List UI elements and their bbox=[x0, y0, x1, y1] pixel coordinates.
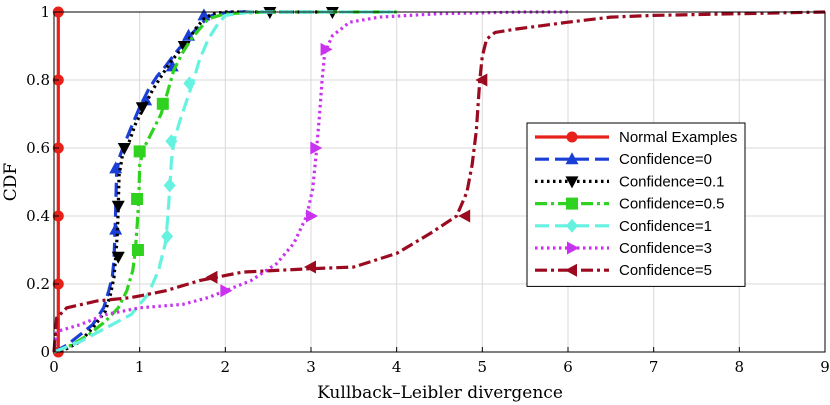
data-point-confidence-0-1 bbox=[135, 102, 149, 115]
data-point-confidence-0-1 bbox=[111, 251, 125, 264]
data-point-confidence-0-5 bbox=[156, 97, 169, 110]
y-tick-label: 0.6 bbox=[26, 139, 50, 157]
legend-marker bbox=[565, 152, 579, 165]
legend-marker bbox=[566, 197, 578, 210]
series-confidence-0-1 bbox=[53, 7, 339, 354]
legend-item-confidence-0-5: Confidence=0.5 bbox=[535, 196, 725, 213]
x-tick-label: 9 bbox=[820, 358, 830, 376]
legend-marker bbox=[566, 218, 578, 233]
legend-marker bbox=[565, 263, 577, 277]
data-point-confidence-3 bbox=[306, 209, 318, 223]
y-tick-label: 1 bbox=[40, 3, 50, 21]
legend-label: Confidence=0.1 bbox=[619, 173, 725, 190]
y-tick-label: 0.4 bbox=[26, 207, 50, 225]
legend-item-confidence-0: Confidence=0 bbox=[535, 151, 712, 168]
legend-item-normal-examples: Normal Examples bbox=[535, 129, 737, 146]
data-point-confidence-5 bbox=[205, 270, 218, 284]
series-confidence-5 bbox=[52, 10, 826, 353]
data-point-confidence-5 bbox=[458, 209, 471, 223]
series-confidence-1 bbox=[53, 10, 397, 354]
data-point-confidence-1 bbox=[161, 229, 174, 244]
legend-label: Confidence=0.5 bbox=[619, 196, 725, 213]
y-axis-title: CDF bbox=[1, 163, 21, 202]
data-point-confidence-5 bbox=[475, 73, 488, 87]
legend-marker bbox=[566, 131, 578, 143]
x-tick-label: 5 bbox=[478, 358, 488, 376]
data-point-confidence-0 bbox=[197, 8, 211, 21]
y-tick-label: 0.2 bbox=[26, 275, 50, 293]
series-line-confidence-0-5 bbox=[53, 10, 397, 354]
x-tick-label: 0 bbox=[49, 358, 59, 376]
data-point-confidence-1 bbox=[165, 134, 178, 149]
legend-label: Confidence=1 bbox=[619, 218, 712, 235]
data-point-confidence-5 bbox=[304, 260, 316, 274]
y-tick-label: 0.8 bbox=[26, 71, 50, 89]
legend-item-confidence-1: Confidence=1 bbox=[535, 218, 712, 235]
y-tick-label: 0 bbox=[40, 343, 50, 361]
x-tick-label: 3 bbox=[306, 358, 316, 376]
x-tick-label: 6 bbox=[563, 358, 573, 376]
series-line-confidence-5 bbox=[52, 10, 826, 353]
legend-item-confidence-5: Confidence=5 bbox=[535, 262, 712, 279]
data-point-confidence-0-1 bbox=[111, 200, 125, 213]
series-confidence-0-5 bbox=[53, 10, 397, 354]
data-point-confidence-3 bbox=[320, 42, 333, 56]
data-point-confidence-0-5 bbox=[131, 244, 144, 256]
data-point-confidence-0 bbox=[109, 161, 123, 174]
data-point-confidence-1 bbox=[163, 178, 176, 193]
legend-marker bbox=[567, 241, 579, 255]
x-axis-title: Kullback–Leibler divergence bbox=[317, 383, 563, 403]
data-point-confidence-1 bbox=[183, 76, 196, 91]
series-confidence-3 bbox=[52, 10, 568, 353]
legend-marker bbox=[565, 176, 579, 189]
series-layer bbox=[52, 6, 826, 358]
data-point-confidence-0-1 bbox=[117, 143, 131, 155]
legend-item-confidence-3: Confidence=3 bbox=[535, 240, 712, 257]
data-point-confidence-3 bbox=[220, 284, 233, 298]
legend: Normal Examples Confidence=0 Confidence=0.… bbox=[526, 122, 746, 287]
x-tick-label: 2 bbox=[221, 358, 231, 376]
data-point-confidence-0 bbox=[109, 222, 123, 235]
plot-frame bbox=[53, 11, 826, 353]
x-tick-label: 7 bbox=[649, 358, 659, 376]
x-tick-label: 4 bbox=[392, 358, 402, 376]
x-tick-label: 8 bbox=[735, 358, 745, 376]
legend-label: Confidence=3 bbox=[619, 240, 712, 257]
legend-label: Confidence=0 bbox=[619, 151, 712, 168]
data-point-confidence-3 bbox=[310, 141, 323, 155]
legend-label: Confidence=5 bbox=[619, 262, 712, 279]
tick-labels: 0 1 2 3 4 5 6 7 8 9 0 0.2 0.4 0.6 0.8 1 bbox=[26, 3, 830, 376]
legend-item-confidence-0-1: Confidence=0.1 bbox=[535, 173, 725, 190]
x-tick-label: 1 bbox=[135, 358, 145, 376]
axes bbox=[53, 11, 826, 353]
legend-label: Normal Examples bbox=[619, 129, 737, 146]
data-point-confidence-0-5 bbox=[131, 193, 144, 205]
data-point-confidence-0-5 bbox=[133, 145, 146, 158]
